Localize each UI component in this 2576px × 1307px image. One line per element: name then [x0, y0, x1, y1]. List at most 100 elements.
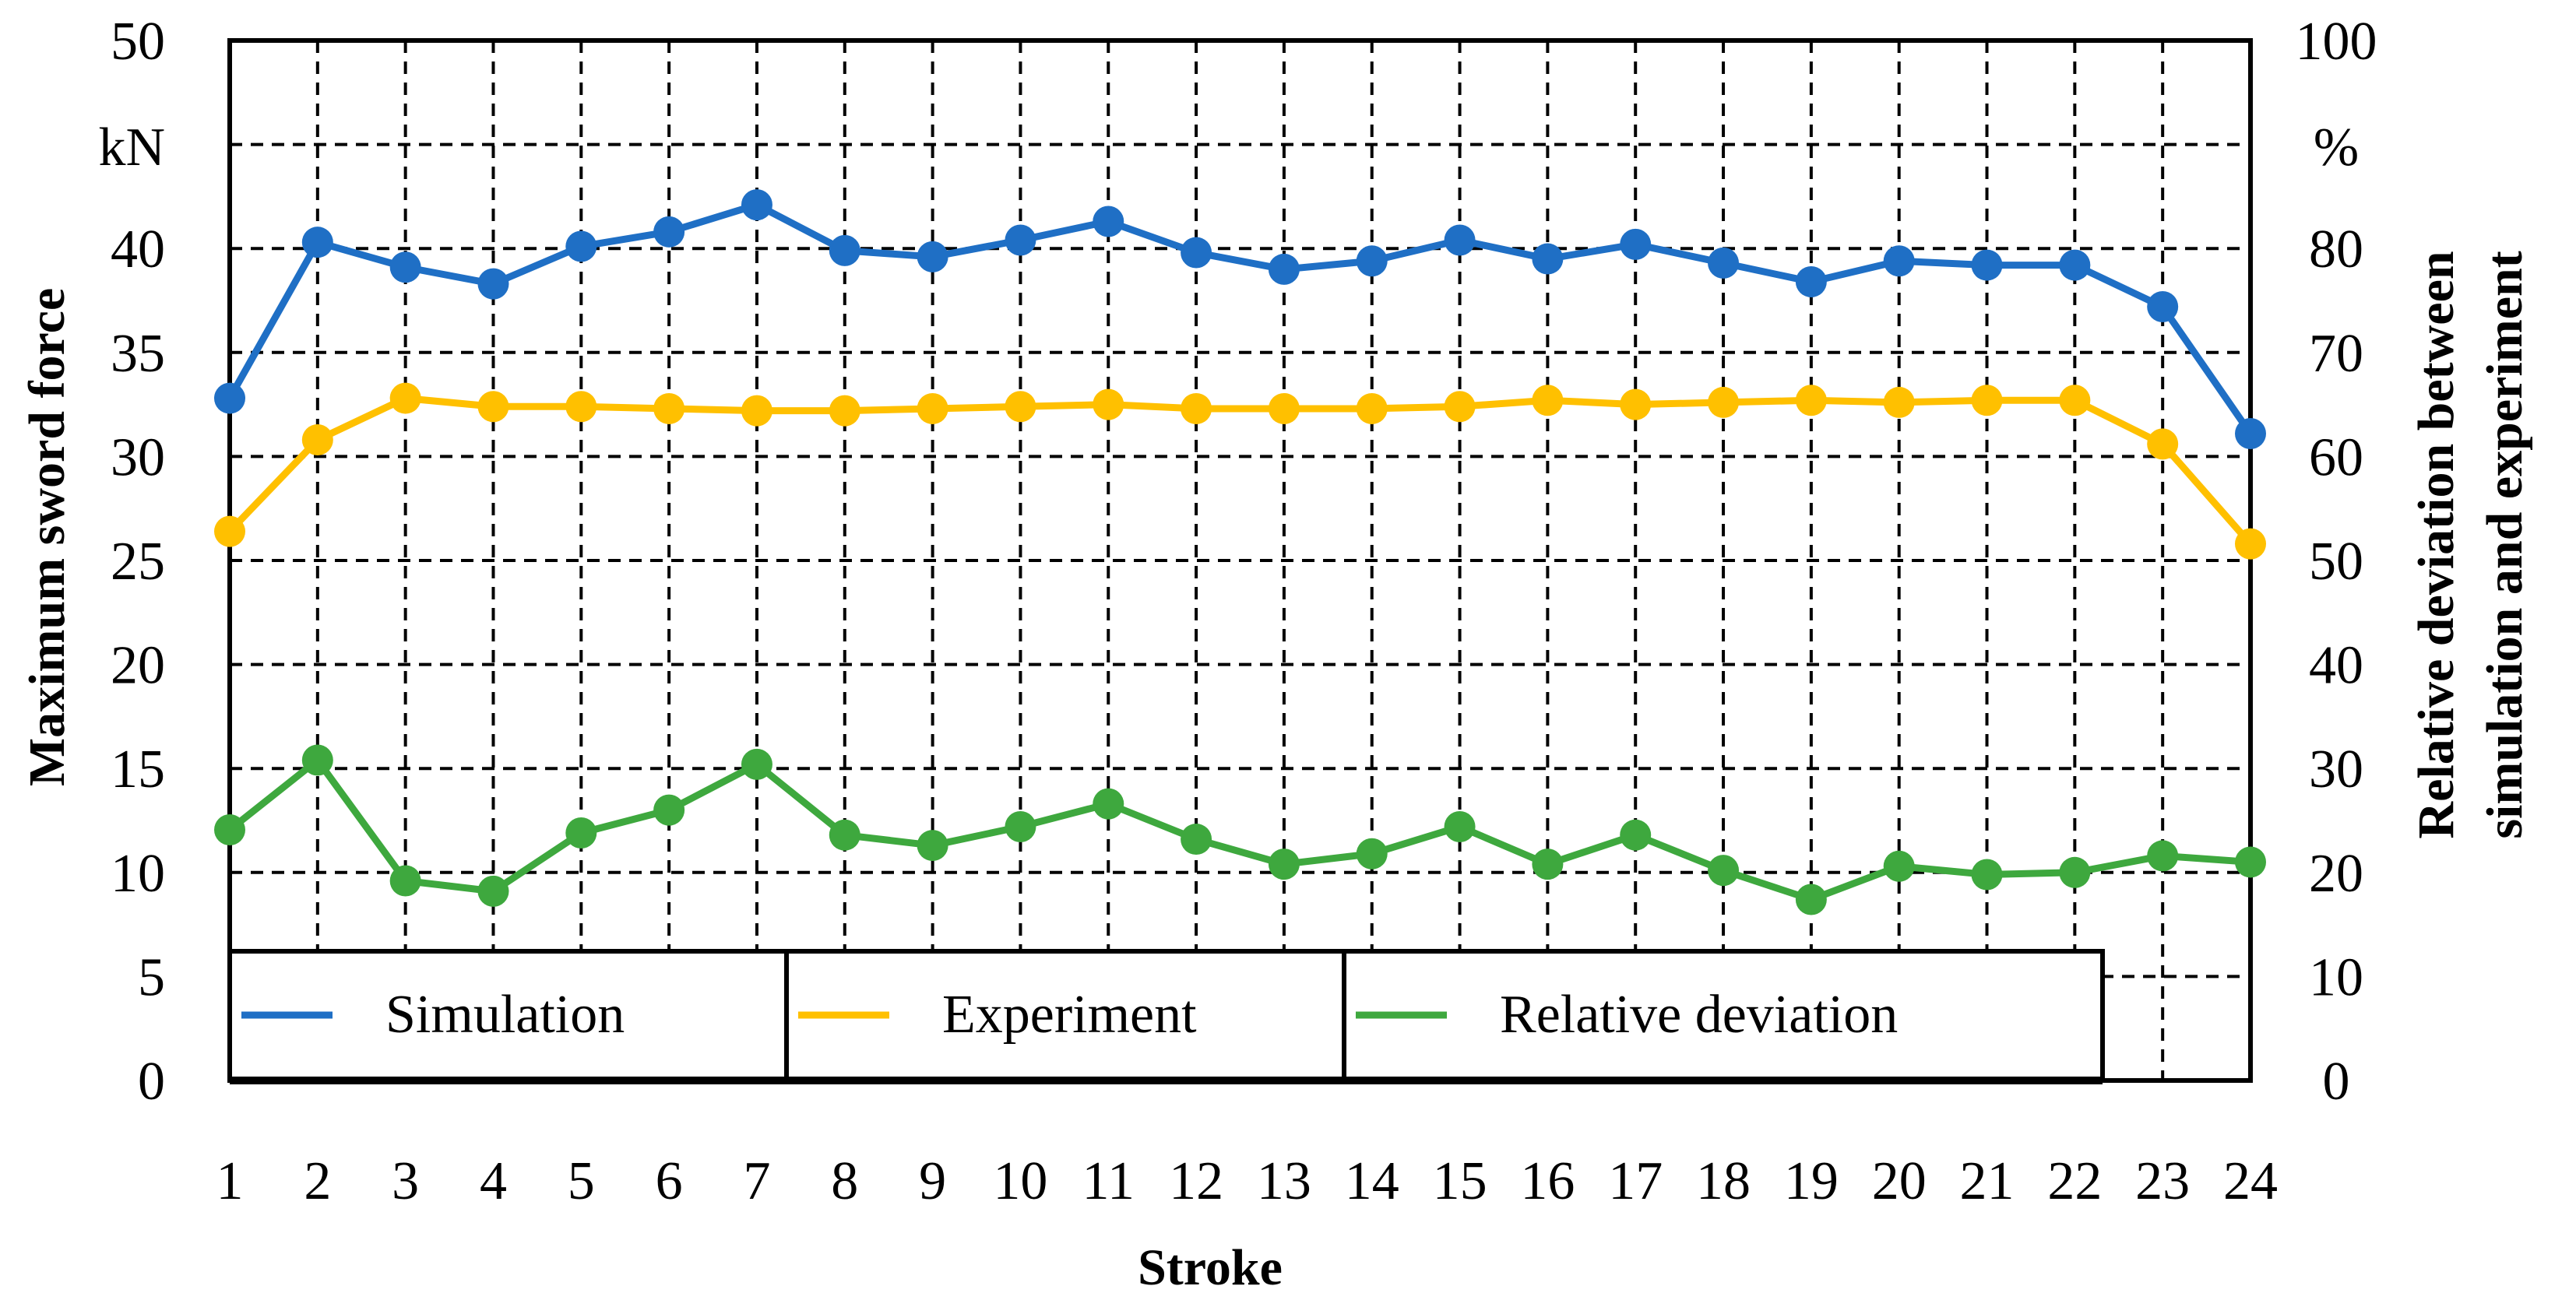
- data-point-relative-deviation: [1444, 811, 1476, 843]
- x-tick-label: 24: [2223, 1151, 2278, 1211]
- x-tick-label: 5: [568, 1151, 595, 1211]
- x-tick-label: 6: [656, 1151, 683, 1211]
- x-tick-label: 19: [1784, 1151, 1839, 1211]
- data-point-relative-deviation: [1093, 788, 1124, 820]
- data-point-relative-deviation: [301, 744, 333, 776]
- data-point-relative-deviation: [2059, 856, 2091, 888]
- y2-tick-label: 100: [2296, 12, 2377, 72]
- y-tick-label: 20: [111, 636, 165, 696]
- data-point-relative-deviation: [389, 865, 421, 897]
- data-point-simulation: [1620, 228, 1652, 260]
- data-point-simulation: [1971, 249, 2003, 281]
- x-tick-label: 17: [1608, 1151, 1663, 1211]
- data-point-relative-deviation: [565, 817, 597, 849]
- legend-label-experiment: Experiment: [942, 985, 1197, 1045]
- series-layer: [214, 189, 2266, 915]
- data-point-relative-deviation: [2147, 840, 2179, 872]
- data-point-relative-deviation: [1883, 850, 1915, 882]
- data-point-experiment: [1356, 392, 1388, 424]
- data-point-simulation: [389, 251, 421, 283]
- legend-box-relative-deviation: [1342, 949, 2105, 1083]
- data-point-simulation: [1883, 245, 1915, 277]
- data-point-experiment: [214, 515, 245, 547]
- data-point-experiment: [653, 392, 685, 424]
- data-point-simulation: [214, 382, 245, 414]
- data-point-simulation: [565, 230, 597, 262]
- data-point-relative-deviation: [1181, 824, 1212, 856]
- data-point-relative-deviation: [1532, 848, 1564, 880]
- x-tick-label: 8: [831, 1151, 858, 1211]
- data-point-relative-deviation: [1356, 838, 1388, 870]
- x-tick-label: 1: [216, 1151, 244, 1211]
- y2-axis-title-line2: simulation and experiment: [2476, 251, 2533, 838]
- y2-tick-label: 80: [2309, 220, 2363, 279]
- data-point-relative-deviation: [1620, 819, 1652, 851]
- data-point-relative-deviation: [741, 748, 772, 780]
- x-tick-label: 9: [919, 1151, 946, 1211]
- data-point-experiment: [829, 395, 860, 427]
- data-point-experiment: [1181, 392, 1212, 424]
- y-tick-label: 40: [111, 220, 165, 279]
- x-tick-label: 10: [993, 1151, 1047, 1211]
- data-point-experiment: [1708, 386, 1740, 418]
- data-point-experiment: [1093, 388, 1124, 420]
- y-axis-unit: kN: [98, 118, 165, 177]
- series-line-experiment: [227, 395, 2254, 546]
- x-tick-label: 22: [2047, 1151, 2102, 1211]
- data-point-experiment: [477, 391, 509, 423]
- y2-tick-label: 0: [2323, 1052, 2350, 1112]
- data-point-simulation: [653, 216, 685, 248]
- x-tick-label: 7: [743, 1151, 770, 1211]
- data-point-simulation: [2059, 249, 2091, 281]
- y2-tick-label: 10: [2309, 947, 2363, 1007]
- data-point-experiment: [1532, 385, 1564, 416]
- x-tick-label: 21: [1960, 1151, 2015, 1211]
- data-point-simulation: [829, 234, 860, 266]
- y-axis-title: Maximum sword force: [19, 288, 76, 786]
- y-tick-label: 30: [111, 427, 165, 487]
- data-point-simulation: [1532, 243, 1564, 275]
- data-point-simulation: [1181, 237, 1212, 269]
- series-experiment: [214, 382, 2266, 560]
- data-point-relative-deviation: [1708, 855, 1740, 887]
- data-point-experiment: [565, 391, 597, 423]
- data-point-experiment: [1971, 385, 2003, 416]
- series-relative-deviation: [214, 744, 2266, 915]
- x-tick-label: 18: [1696, 1151, 1751, 1211]
- data-point-experiment: [1620, 388, 1652, 420]
- grid: [230, 40, 2250, 1080]
- x-tick-label: 13: [1257, 1151, 1311, 1211]
- y2-tick-label: 60: [2309, 427, 2363, 487]
- y2-tick-label: 20: [2309, 844, 2363, 904]
- y-tick-label: 10: [111, 844, 165, 904]
- data-point-experiment: [917, 392, 948, 424]
- x-tick-label: 11: [1082, 1151, 1135, 1211]
- data-point-simulation: [1268, 253, 1300, 285]
- data-point-experiment: [1795, 385, 1827, 416]
- y-tick-label: 35: [111, 324, 165, 384]
- legend: Simulation Experiment Relative deviation: [227, 949, 2105, 1084]
- data-point-relative-deviation: [917, 830, 948, 862]
- x-tick-label: 14: [1345, 1151, 1399, 1211]
- x-axis-title: Stroke: [1138, 1239, 1283, 1296]
- data-point-simulation: [741, 189, 772, 221]
- x-tick-label: 16: [1520, 1151, 1575, 1211]
- y-tick-label: 15: [111, 740, 165, 799]
- y-tick-label: 0: [138, 1052, 165, 1112]
- data-point-relative-deviation: [653, 794, 685, 826]
- y2-tick-label: 50: [2309, 532, 2363, 592]
- x-tick-label: 4: [480, 1151, 507, 1211]
- data-point-experiment: [1883, 386, 1915, 418]
- data-point-simulation: [1093, 206, 1124, 237]
- x-tick-label: 20: [1872, 1151, 1927, 1211]
- data-point-simulation: [1005, 224, 1036, 256]
- data-point-simulation: [301, 227, 333, 258]
- x-tick-label: 2: [304, 1151, 331, 1211]
- data-point-simulation: [2147, 291, 2179, 323]
- data-point-relative-deviation: [477, 875, 509, 907]
- data-point-simulation: [1444, 224, 1476, 256]
- y2-tick-label: 40: [2309, 636, 2363, 696]
- x-tick-label: 15: [1433, 1151, 1487, 1211]
